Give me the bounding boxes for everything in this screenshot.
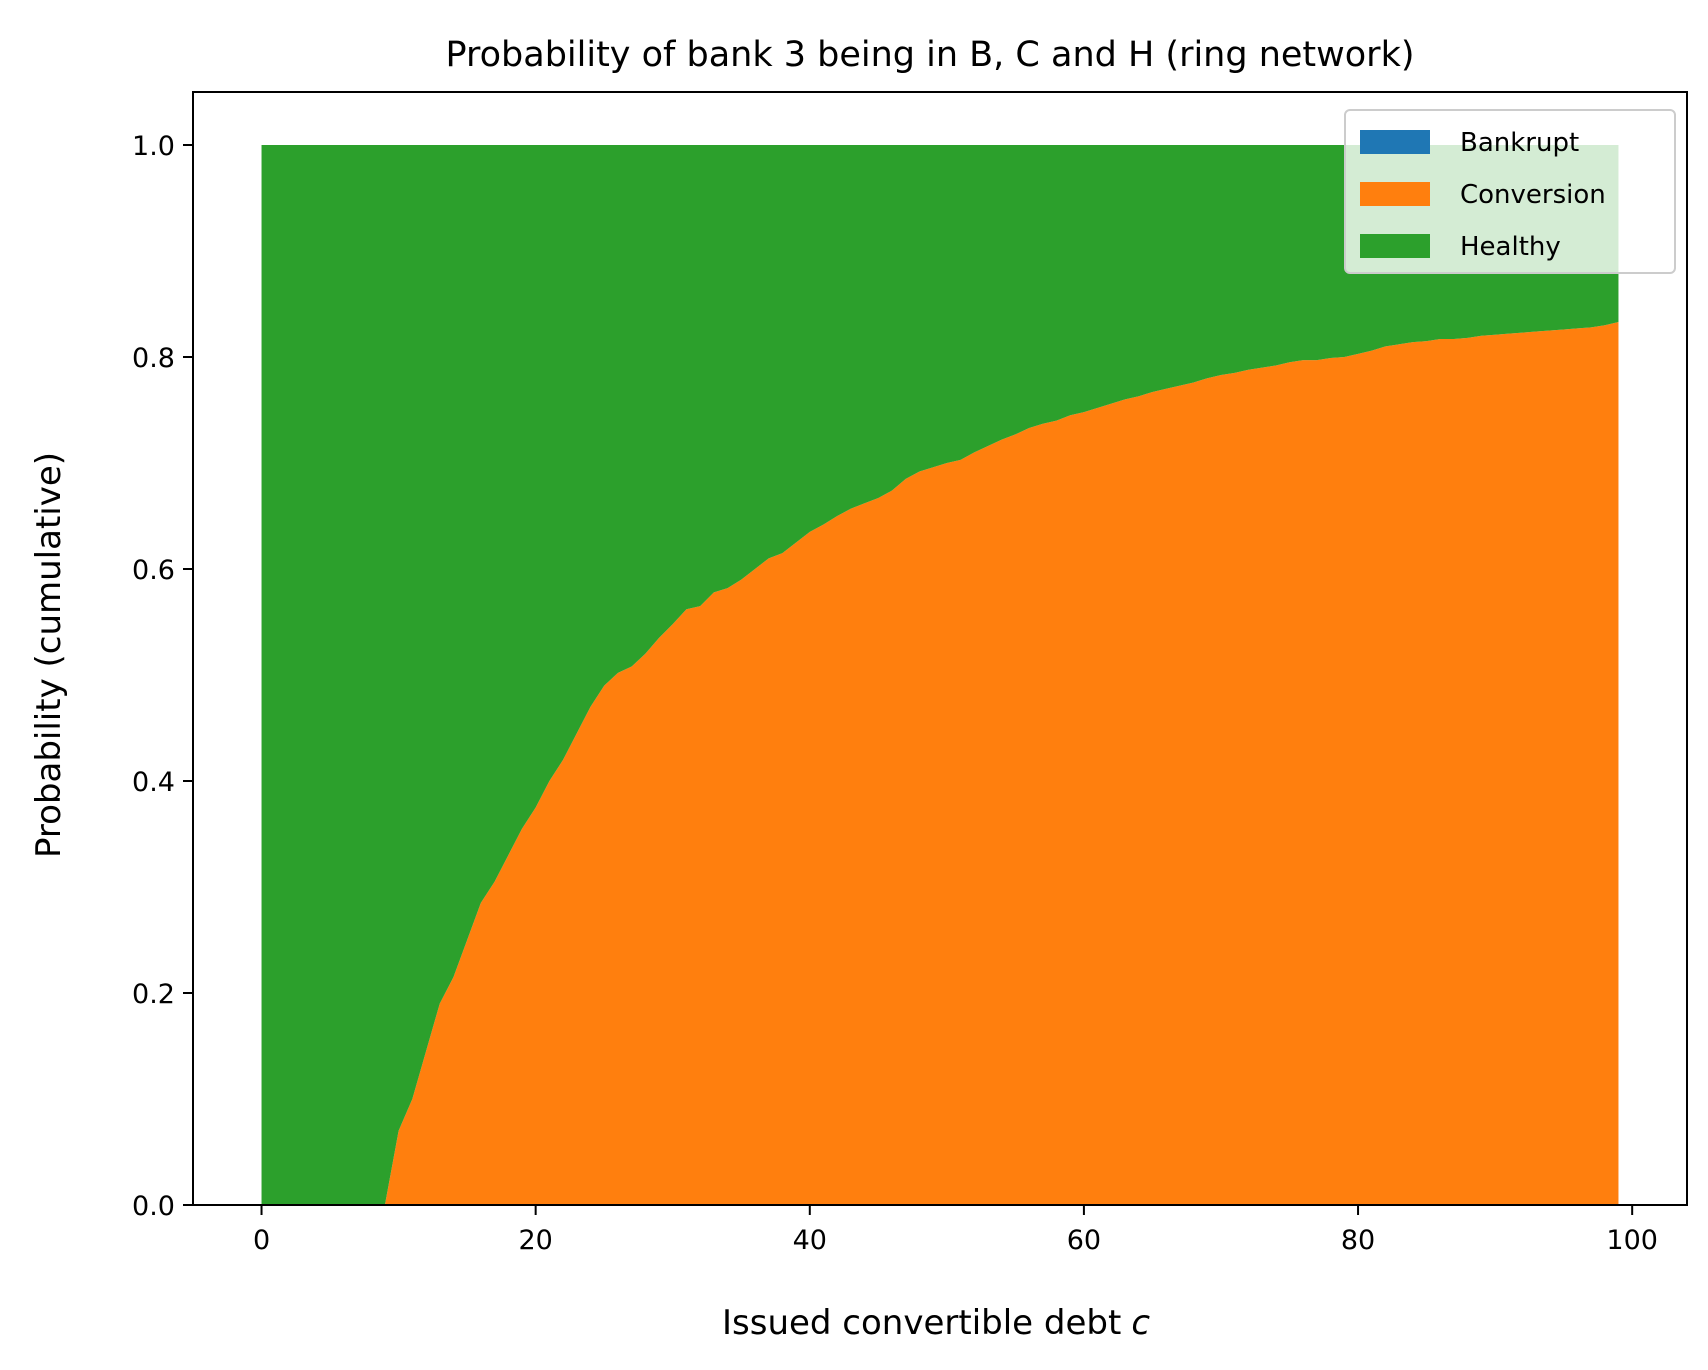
x-axis-title: Issued convertible debt c [722, 1303, 1150, 1343]
plot-frame [192, 91, 1688, 1206]
y-tick-label: 0.2 [132, 979, 175, 1010]
x-tick-label: 60 [1067, 1225, 1101, 1256]
y-axis-title: Probability (cumulative) [29, 452, 69, 858]
plot-areas [261, 145, 1619, 1205]
y-tick-label: 0.0 [132, 1191, 175, 1222]
y-tick-label: 0.8 [132, 343, 175, 374]
x-tick-label: 100 [1606, 1225, 1658, 1256]
y-tick-label: 0.4 [132, 767, 175, 798]
y-axis: 0.0 0.2 0.4 0.6 0.8 1.0 [132, 131, 193, 1222]
x-axis-title-text: Issued convertible debt [722, 1303, 1121, 1343]
chart-title: Probability of bank 3 being in B, C and … [446, 35, 1415, 75]
y-tick-label: 1.0 [132, 131, 175, 162]
area-healthy [261, 145, 1619, 1205]
x-tick-label: 0 [253, 1225, 270, 1256]
legend: Bankrupt Conversion Healthy [1344, 109, 1676, 274]
y-tick-label: 0.6 [132, 555, 175, 586]
area-conversion [261, 322, 1619, 1205]
x-tick-label: 20 [518, 1225, 552, 1256]
legend-label-bankrupt: Bankrupt [1460, 128, 1579, 158]
x-tick-label: 80 [1341, 1225, 1375, 1256]
x-axis-variable: c [1131, 1303, 1150, 1343]
legend-swatch-conversion [1360, 182, 1430, 206]
x-tick-label: 40 [793, 1225, 827, 1256]
legend-label-healthy: Healthy [1460, 232, 1561, 262]
x-axis: 0 20 40 60 80 100 [253, 1205, 1658, 1256]
legend-swatch-healthy [1360, 234, 1430, 258]
legend-label-conversion: Conversion [1460, 180, 1606, 210]
legend-swatch-bankrupt [1360, 130, 1430, 154]
